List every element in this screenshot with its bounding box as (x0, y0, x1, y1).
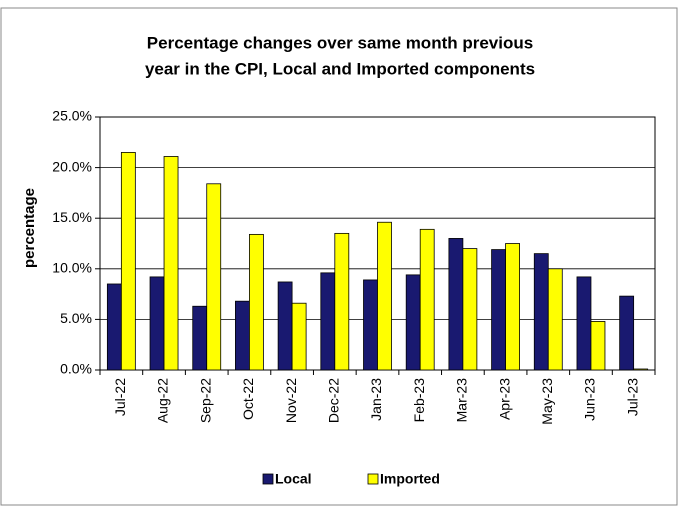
y-tick-label: 25.0% (52, 108, 92, 124)
legend-text: Imported (380, 471, 440, 487)
bar (249, 233, 264, 371)
bar (405, 274, 421, 371)
bar (619, 295, 635, 371)
bar (277, 281, 293, 371)
y-tick-label: 5.0% (60, 310, 92, 326)
y-tick-label: 20.0% (52, 158, 92, 174)
bar (547, 268, 563, 371)
chart-title: year in the CPI, Local and Imported comp… (145, 59, 535, 78)
bar (419, 228, 435, 371)
bar (590, 321, 606, 371)
bar (334, 232, 350, 371)
bar (320, 272, 336, 371)
x-tick-label: May-23 (539, 378, 555, 425)
bar (206, 183, 222, 371)
bar (462, 248, 478, 371)
y-tick-label: 0.0% (60, 361, 92, 377)
x-tick-label: Apr-23 (496, 378, 512, 420)
bar (120, 152, 136, 371)
bar (163, 156, 179, 371)
bar (192, 305, 208, 371)
chart-title: Percentage changes over same month previ… (147, 33, 533, 52)
x-tick-label: Nov-22 (283, 378, 299, 423)
y-axis-title: percentage (21, 188, 38, 268)
bar (106, 283, 122, 371)
legend-text: Local (275, 471, 312, 487)
bar (576, 276, 592, 371)
bar (448, 238, 464, 371)
bar (633, 368, 649, 371)
x-tick-label: Jul-23 (624, 378, 640, 416)
bar (235, 300, 250, 371)
legend-swatch (262, 473, 274, 485)
x-tick-label: Oct-22 (240, 378, 256, 420)
legend-swatch (367, 473, 379, 485)
y-tick-label: 10.0% (52, 260, 92, 276)
x-tick-label: Dec-22 (326, 378, 342, 423)
bar (291, 302, 307, 371)
bar (505, 243, 520, 371)
x-tick-label: Mar-23 (454, 378, 470, 423)
x-tick-label: Aug-22 (155, 378, 171, 423)
x-tick-label: Feb-23 (411, 378, 427, 423)
bar (491, 249, 506, 371)
bar (377, 221, 392, 371)
x-tick-label: Jun-23 (582, 378, 598, 421)
bar (533, 253, 549, 371)
bar (363, 279, 378, 371)
bar (149, 276, 165, 371)
x-tick-label: Jul-22 (112, 378, 128, 416)
y-tick-label: 15.0% (52, 209, 92, 225)
x-tick-label: Jan-23 (368, 378, 384, 421)
x-tick-label: Sep-22 (197, 378, 213, 423)
